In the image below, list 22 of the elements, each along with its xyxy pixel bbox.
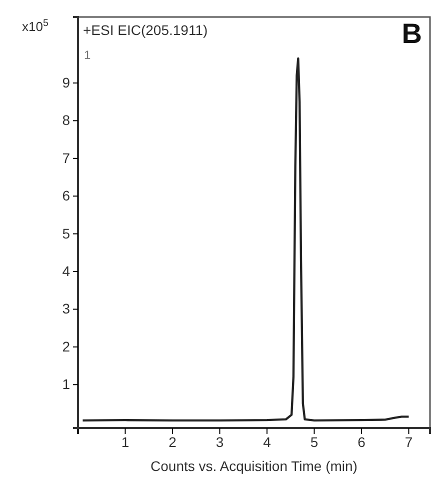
x-tick-label: 3 — [216, 434, 224, 450]
x-tick-label: 1 — [121, 434, 130, 450]
y-tick-label: 2 — [62, 338, 70, 354]
annotation: 1 — [84, 48, 91, 62]
x-tick-label: 2 — [168, 434, 177, 450]
y-tick-label: 7 — [62, 150, 70, 166]
y-tick-label: 4 — [62, 263, 70, 279]
x-tick-label: 4 — [263, 434, 272, 450]
y-tick-label: 9 — [62, 74, 70, 90]
y-tick-label: 3 — [62, 300, 70, 317]
y-tick-label: 8 — [62, 112, 70, 128]
chart-title: +ESI EIC(205.1911) — [83, 22, 208, 38]
x-tick-label: 7 — [404, 434, 413, 450]
y-tick-label: 5 — [62, 225, 70, 242]
line-series — [82, 57, 410, 422]
x-tick-label: 5 — [310, 434, 318, 450]
y-tick-label: 1 — [62, 376, 70, 392]
annotation: B — [402, 18, 422, 49]
y-axis-title: x10$^{5}$ — [22, 18, 49, 34]
y-tick-label: 6 — [62, 188, 70, 204]
x-axis-title: Counts vs. Acquisition Time (min) — [150, 458, 358, 474]
x-tick-label: 6 — [358, 434, 366, 450]
